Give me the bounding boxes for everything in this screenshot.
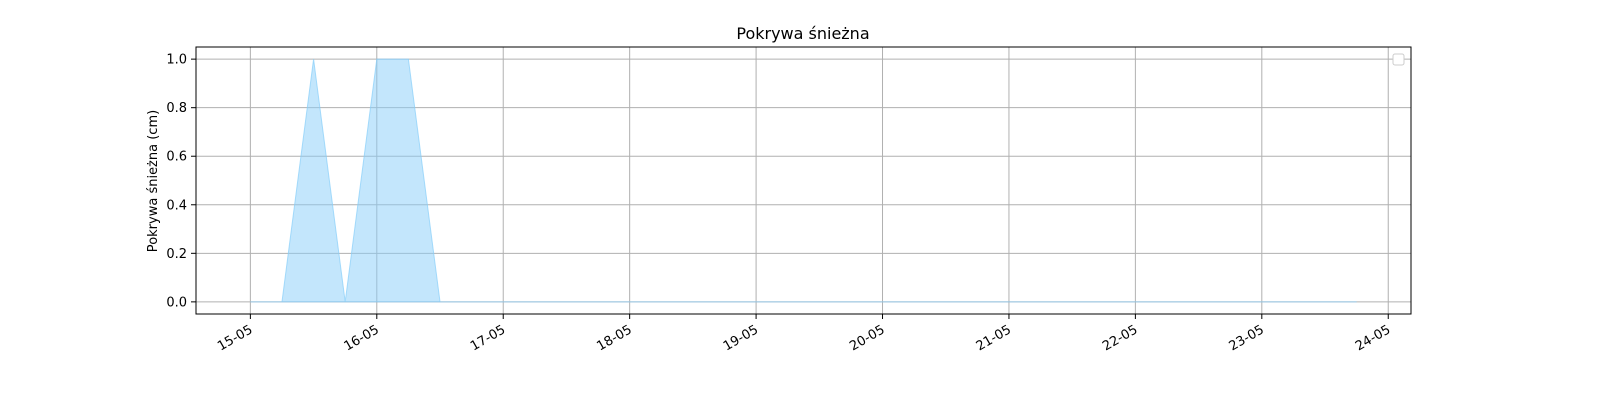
x-tick-label: 21-05 <box>974 322 1014 354</box>
x-axis: 15-05 16-05 17-05 18-05 19-05 20-05 21-05 22-05… <box>215 314 1393 354</box>
y-tick-label: 1.0 <box>166 53 187 68</box>
y-tick-label: 0.4 <box>166 198 187 213</box>
x-tick-label: 18-05 <box>594 322 634 354</box>
y-tick-label: 0.2 <box>166 247 187 262</box>
y-tick-label: 0.0 <box>166 295 187 310</box>
x-tick-label: 23-05 <box>1227 322 1267 354</box>
y-tick-label: 0.6 <box>166 150 187 165</box>
x-tick-label: 22-05 <box>1100 322 1140 354</box>
snow-area-series <box>250 58 1357 303</box>
y-tick-label: 0.8 <box>166 101 187 116</box>
x-tick-label: 20-05 <box>847 322 887 354</box>
chart-title: Pokrywa śnieżna <box>736 24 869 43</box>
legend-box <box>1392 53 1405 66</box>
snow-area <box>250 58 1357 303</box>
plot-frame <box>195 46 1412 315</box>
x-tick-label: 19-05 <box>721 322 761 354</box>
y-axis-label: Pokrywa śnieżna (cm) <box>146 110 161 252</box>
x-tick-label: 16-05 <box>342 322 382 354</box>
x-tick-label: 24-05 <box>1353 322 1393 354</box>
x-tick-label: 17-05 <box>468 322 508 354</box>
x-tick-label: 15-05 <box>215 322 255 354</box>
y-axis: 0.0 0.2 0.4 0.6 0.8 1.0 <box>166 53 196 310</box>
